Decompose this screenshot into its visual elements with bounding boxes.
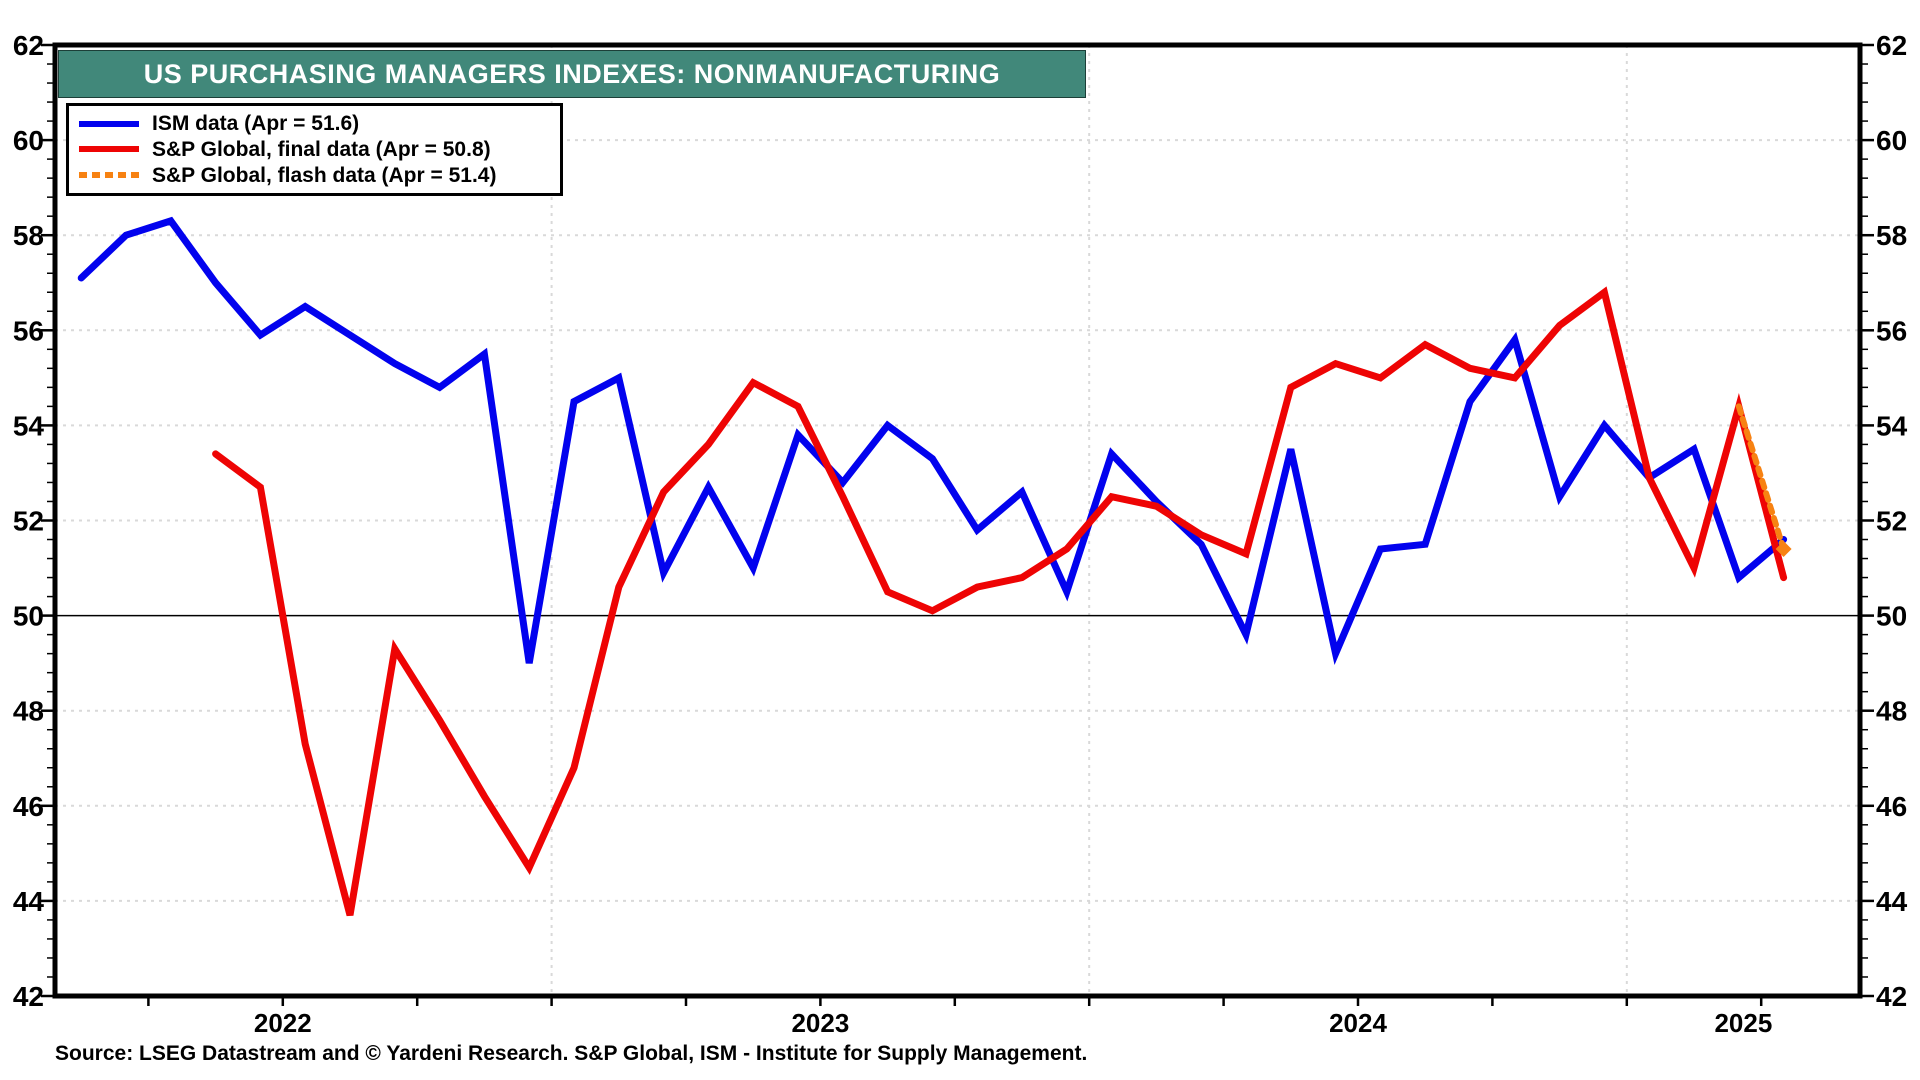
x-year-label: 2025 (1714, 1008, 1772, 1038)
y-label-left: 54 (13, 410, 45, 441)
x-year-label: 2023 (791, 1008, 849, 1038)
y-label-left: 62 (13, 30, 44, 61)
chart-title: US PURCHASING MANAGERS INDEXES: NONMANUF… (143, 58, 1001, 89)
y-label-left: 52 (13, 506, 44, 537)
sp-final-line-swatch (79, 146, 139, 153)
y-label-right: 52 (1876, 506, 1907, 537)
series-2 (1735, 403, 1787, 552)
y-label-right: 46 (1876, 791, 1907, 822)
y-label-right: 54 (1876, 410, 1908, 441)
series-0 (77, 216, 1788, 666)
y-label-left: 46 (13, 791, 44, 822)
y-label-right: 42 (1876, 981, 1907, 1012)
y-label-right: 56 (1876, 315, 1907, 346)
y-label-right: 44 (1876, 886, 1908, 917)
sp-flash-line-swatch (79, 172, 139, 179)
y-label-left: 50 (13, 601, 44, 632)
y-label-right: 60 (1876, 125, 1907, 156)
legend-label-sp-final: S&P Global, final data (Apr = 50.8) (152, 137, 491, 161)
y-label-left: 44 (13, 886, 45, 917)
flash-end-marker (1775, 541, 1792, 558)
x-year-label: 2022 (254, 1008, 312, 1038)
legend-item-ism: ISM data (Apr = 51.6) (79, 113, 550, 134)
y-label-left: 58 (13, 220, 44, 251)
legend-label-sp-flash: S&P Global, flash data (Apr = 51.4) (152, 163, 497, 187)
series-1 (212, 286, 1788, 917)
ism-line-swatch (79, 120, 139, 127)
legend-item-sp-final: S&P Global, final data (Apr = 50.8) (79, 139, 550, 160)
source-note: Source: LSEG Datastream and © Yardeni Re… (55, 1042, 1088, 1065)
legend-box: ISM data (Apr = 51.6) S&P Global, final … (66, 103, 563, 196)
y-label-right: 48 (1876, 696, 1907, 727)
y-label-left: 48 (13, 696, 44, 727)
chart-title-bar: US PURCHASING MANAGERS INDEXES: NONMANUF… (58, 50, 1086, 98)
legend-item-sp-flash: S&P Global, flash data (Apr = 51.4) (79, 165, 550, 186)
y-label-left: 42 (13, 981, 44, 1012)
y-label-right: 50 (1876, 601, 1907, 632)
y-label-left: 56 (13, 315, 44, 346)
y-label-right: 62 (1876, 30, 1907, 61)
y-label-left: 60 (13, 125, 44, 156)
y-label-right: 58 (1876, 220, 1907, 251)
x-year-label: 2024 (1329, 1008, 1387, 1038)
legend-label-ism: ISM data (Apr = 51.6) (152, 112, 360, 136)
